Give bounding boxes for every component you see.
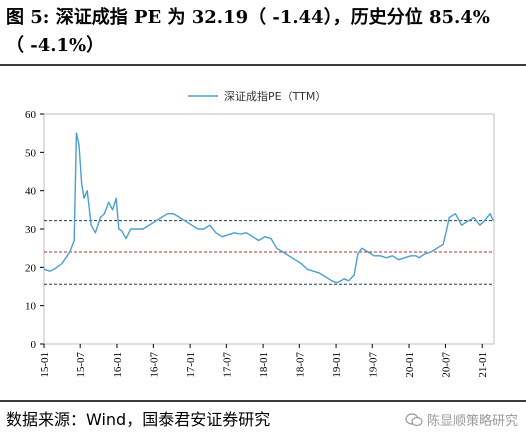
x-tick-label: 18-07 — [294, 352, 306, 378]
x-tick-label: 17-01 — [185, 352, 197, 378]
x-tick-label: 16-01 — [112, 352, 124, 378]
top-rule — [0, 64, 526, 66]
figure-title-line2: （ -4.1%） — [6, 35, 105, 56]
y-tick-label: 40 — [25, 186, 37, 198]
y-tick-label: 10 — [25, 301, 37, 313]
watermark-text: 陈显顺策略研究 — [426, 414, 518, 429]
y-tick-label: 0 — [31, 339, 37, 351]
x-tick-label: 15-07 — [75, 352, 87, 378]
x-tick-label: 19-01 — [331, 352, 343, 378]
x-tick-label: 19-07 — [367, 352, 379, 378]
plot-frame — [43, 113, 495, 345]
bottom-rule — [0, 400, 526, 402]
y-tick-label: 50 — [25, 147, 37, 159]
figure-title: 图 5: 深证成指 PE 为 32.19（ -1.44），历史分位 85.4% … — [6, 4, 520, 60]
chat-bubbles-icon — [405, 412, 423, 426]
x-tick-label: 21-01 — [477, 352, 489, 378]
x-tick-label: 20-01 — [404, 352, 416, 378]
x-tick-label: 16-07 — [148, 352, 160, 378]
series-line-pe-ttm — [43, 132, 494, 284]
y-tick-label: 30 — [25, 224, 37, 236]
x-tick-label: 15-01 — [39, 352, 51, 378]
x-tick-label: 17-07 — [221, 352, 233, 378]
source-note: 数据来源：Wind，国泰君安证券研究 — [6, 410, 271, 429]
x-tick-label: 18-01 — [258, 352, 270, 378]
x-tick-label: 20-07 — [440, 352, 452, 378]
y-tick-label: 60 — [25, 109, 37, 121]
legend-label: 深证成指PE（TTM） — [224, 89, 326, 103]
figure-title-line1: 图 5: 深证成指 PE 为 32.19（ -1.44），历史分位 85.4% — [6, 7, 490, 28]
y-tick-label: 20 — [25, 262, 37, 274]
watermark: 陈显顺策略研究 — [405, 410, 518, 429]
pe-line-chart: 0 10 20 30 40 50 60 15-01 15-07 16-01 16-07 17-01 17… — [25, 89, 495, 378]
